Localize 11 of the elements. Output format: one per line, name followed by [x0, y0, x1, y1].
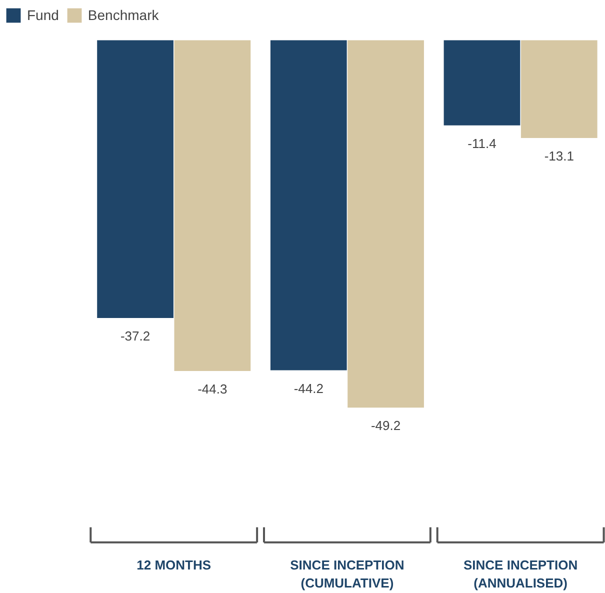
data-label: -44.3 [198, 382, 228, 397]
legend-label: Fund [27, 7, 59, 23]
data-label: -49.2 [370, 418, 401, 434]
x-tick-label: SINCE INCEPTION (CUMULATIVE) [290, 558, 404, 590]
data-label: -44.2 [294, 380, 324, 396]
data-label: -13.1 [544, 148, 574, 164]
x-tick-label: 12 MONTHS [136, 558, 212, 572]
x-tick-label: SINCE INCEPTION (ANNUALISED) [463, 558, 578, 590]
data-label: -11.4 [468, 136, 496, 151]
data-label: -37.2 [120, 328, 150, 344]
legend-label: Benchmark [88, 7, 159, 23]
